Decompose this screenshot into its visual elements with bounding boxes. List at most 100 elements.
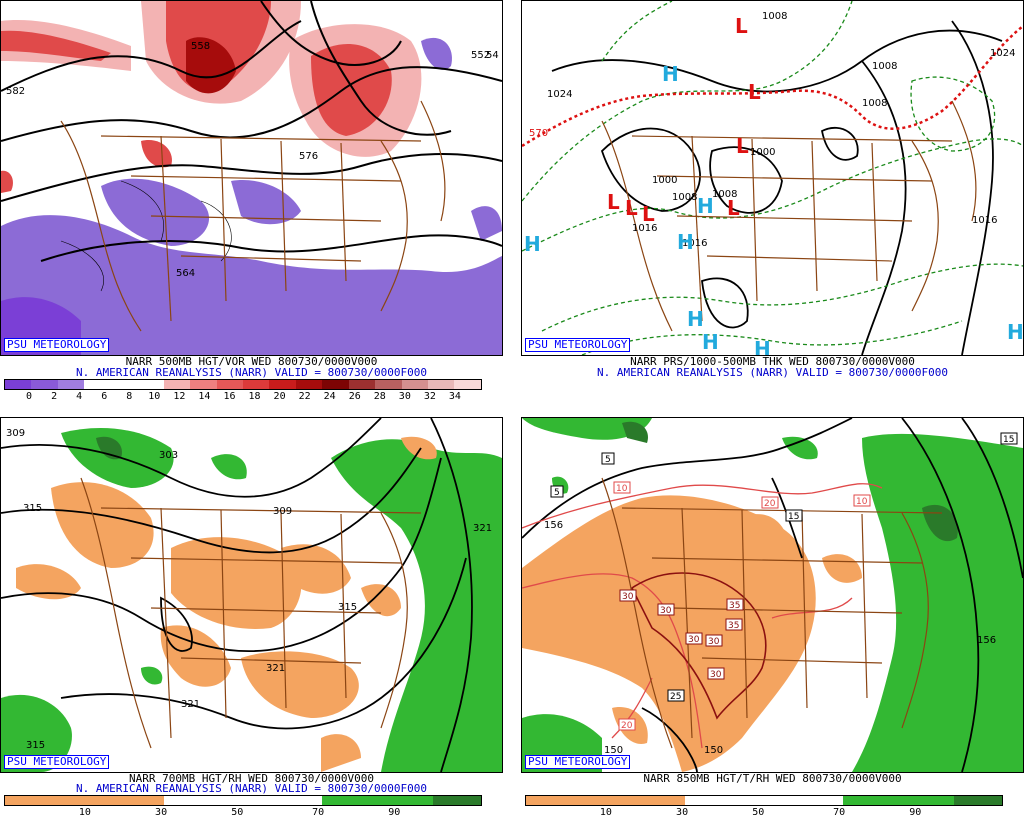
map-700mb-svg: 309 303 315 309 321 315 321 321 315	[1, 418, 502, 772]
watermark: PSU METEOROLOGY	[525, 338, 631, 352]
temp-box: 5	[601, 452, 615, 465]
temp-box-label: 5	[605, 455, 611, 465]
colorbar-segment	[216, 380, 243, 389]
colorbar-label: 22	[298, 391, 311, 402]
temp-box-label: 30	[660, 606, 672, 616]
high-pressure-symbol: H	[697, 194, 714, 218]
vorticity-purple-east	[471, 206, 502, 241]
panel-title: NARR PRS/1000-500MB THK WED 800730/0000V…	[630, 355, 915, 368]
temp-box: 10	[613, 481, 631, 494]
colorbar-segment-moist	[843, 796, 955, 805]
colorbar-label: 50	[752, 807, 765, 818]
colorbar-segment-saturated	[954, 796, 1002, 805]
contour-label: 1024	[547, 89, 572, 100]
vorticity-purple-west	[101, 178, 210, 246]
rh-green-north	[211, 454, 247, 480]
contour-label: 150	[704, 745, 723, 756]
colorbar-segment	[190, 380, 217, 389]
temp-box-label: 30	[710, 670, 722, 680]
low-pressure-symbol: L	[748, 80, 761, 104]
rh-orange-midwest	[281, 544, 351, 594]
contour-label: 1024	[990, 48, 1015, 59]
colorbar-label: 10	[148, 391, 161, 402]
rh-green-dark-nw	[622, 421, 648, 443]
vorticity-dark-red-north	[186, 37, 236, 94]
temp-box: 5	[550, 485, 564, 498]
high-pressure-symbol: H	[754, 337, 771, 355]
vorticity-purple-south	[1, 215, 502, 355]
colorbar-label: 30	[398, 391, 411, 402]
colorbar-segment	[163, 380, 191, 389]
contour-label: 315	[23, 503, 42, 514]
panel-subtitle: N. AMERICAN REANALYSIS (NARR) VALID = 80…	[76, 366, 427, 379]
low-pressure-symbol: L	[727, 196, 740, 220]
temp-box: 30	[705, 634, 723, 647]
panel-subtitle: N. AMERICAN REANALYSIS (NARR) VALID = 80…	[597, 366, 948, 379]
colorbar-label: 12	[173, 391, 186, 402]
colorbar-label: 16	[223, 391, 236, 402]
rh-orange-gulf	[321, 734, 361, 772]
panel-850mb-temp-rh: 156 156 150 150 5 5 15 15 10 10 20 20 25…	[521, 417, 1024, 819]
contour-label: 303	[159, 450, 178, 461]
rh-green-dark-ne	[922, 504, 958, 542]
pressure-centers: H H H H H H H H L L L L L L L	[524, 14, 1023, 355]
temp-box-label: 30	[688, 635, 700, 645]
temp-box: 30	[707, 667, 725, 680]
temp-box-label: 15	[788, 512, 799, 522]
temp-box-label: 5	[554, 488, 560, 498]
rh-green-east	[852, 433, 1023, 772]
map-borders	[601, 477, 943, 749]
contour-label: 570	[529, 128, 548, 139]
map-borders	[80, 477, 422, 749]
contour-label: 552	[471, 50, 490, 61]
contour-label: 1016	[632, 223, 657, 234]
temperature-30-contour	[630, 572, 767, 720]
rh-green-southwest	[1, 694, 72, 772]
temp-box: 25	[667, 689, 685, 702]
colorbar-label: 6	[101, 391, 108, 402]
contour-label: 321	[181, 699, 200, 710]
temp-box: 10	[853, 494, 871, 507]
colorbar-segment	[428, 380, 455, 389]
temp-box: 35	[725, 618, 743, 631]
high-pressure-symbol: H	[687, 307, 704, 331]
colorbar-segment	[84, 380, 111, 389]
panel-thickness-pressure: 1024 1024 1008 1008 1008 1000 1000 1008 …	[521, 0, 1024, 409]
rh-green-east	[331, 439, 502, 772]
high-pressure-symbol: H	[1007, 320, 1023, 344]
colorbar-segment-dry	[5, 796, 164, 805]
contour-labels-p4: 156 156 150 150	[544, 520, 996, 756]
watermark: PSU METEOROLOGY	[4, 755, 110, 769]
map-500mb: 558 582 576 552 564 54 PSU METEOROLOGY	[0, 0, 503, 356]
colorbar-label: 30	[155, 807, 168, 818]
rh-orange-west	[522, 495, 816, 772]
colorbar-label: 24	[323, 391, 336, 402]
temp-box: 30	[619, 589, 637, 602]
colorbar-label: 0	[26, 391, 33, 402]
contour-label: 1008	[872, 61, 897, 72]
contour-label: 564	[176, 268, 195, 279]
contour-label: 1008	[862, 98, 887, 109]
colorbar-label: 90	[388, 807, 401, 818]
colorbar-label: 34	[448, 391, 461, 402]
rh-orange-south	[241, 651, 359, 718]
temp-box-label: 20	[621, 721, 633, 731]
low-pressure-symbol: L	[625, 196, 638, 220]
temp-box-label: 10	[856, 497, 868, 507]
temp-box-label: 30	[622, 592, 634, 602]
temp-box-label: 10	[616, 484, 628, 494]
high-pressure-symbol: H	[702, 330, 719, 354]
colorbar-rh	[4, 795, 482, 806]
contour-label: 582	[6, 86, 25, 97]
height-contours-700mb	[1, 418, 473, 772]
temp-box-label: 35	[728, 621, 739, 631]
vorticity-red-west	[1, 30, 111, 61]
vorticity-purple-ne	[421, 37, 452, 70]
rh-orange-central	[742, 514, 787, 547]
rh-green-northwest	[522, 418, 652, 440]
contour-labels-p1: 558 582 576 552 564 54	[6, 41, 499, 279]
colorbar-segment	[401, 380, 428, 389]
temp-box: 30	[657, 603, 675, 616]
temp-box-label: 15	[1003, 435, 1014, 445]
colorbar-label: 90	[909, 807, 922, 818]
